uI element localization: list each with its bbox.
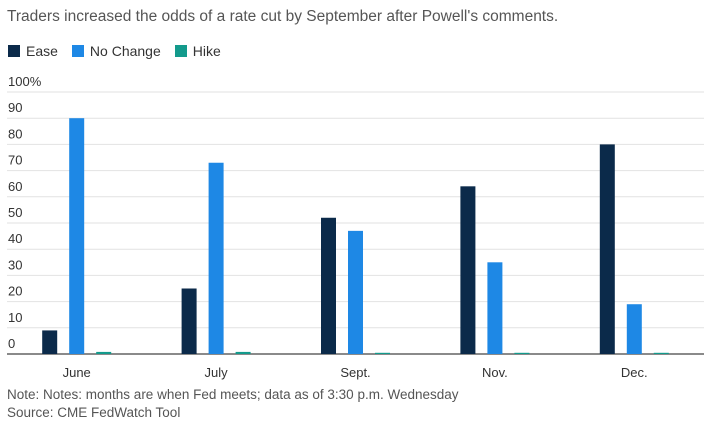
bar-ease [42, 330, 58, 354]
y-tick-label: 40 [8, 231, 22, 246]
x-tick-label: July [205, 365, 229, 380]
y-tick-label: 20 [8, 284, 22, 299]
x-tick-label: Nov. [482, 365, 508, 380]
y-tick-label: 100% [8, 74, 42, 89]
bar-ease [321, 217, 336, 354]
legend-label-ease: Ease [26, 43, 58, 59]
bar-hike [653, 352, 669, 354]
bar-hike [235, 351, 251, 354]
bar-no-change [69, 118, 85, 354]
y-tick-label: 0 [8, 336, 15, 351]
bar-hike [96, 351, 112, 354]
legend-item-no-change: No Change [71, 43, 161, 59]
legend-swatch-no-change [71, 45, 84, 57]
chart-note: Note: Notes: months are when Fed meets; … [7, 387, 459, 402]
chart-source: Source: CME FedWatch Tool [7, 405, 181, 420]
bar-hike [375, 352, 390, 354]
bar-no-change [208, 162, 224, 354]
y-tick-label: 60 [8, 179, 22, 194]
bar-ease [181, 288, 197, 354]
bar-ease [599, 144, 615, 354]
legend-swatch-ease [8, 45, 20, 57]
y-tick-label: 50 [8, 205, 22, 220]
x-tick-label: Sept. [340, 365, 370, 380]
x-tick-label: Dec. [621, 365, 648, 380]
chart-notes: Note: Notes: months are when Fed meets; … [7, 386, 459, 422]
bar-ease [460, 186, 476, 354]
bar-no-change [348, 230, 363, 354]
legend-swatch-hike [174, 45, 187, 57]
legend-label-no-change: No Change [89, 43, 161, 59]
bar-no-change [626, 304, 642, 354]
y-tick-label: 80 [8, 126, 22, 141]
y-tick-label: 90 [8, 100, 22, 115]
y-tick-label: 30 [8, 257, 22, 272]
bar-no-change [487, 262, 503, 354]
legend-item-hike: Hike [174, 43, 221, 59]
chart-title: Traders increased the odds of a rate cut… [7, 8, 559, 25]
chart-legend: Ease No Change Hike [8, 43, 221, 59]
y-tick-label: 70 [8, 153, 22, 168]
legend-label-hike: Hike [192, 43, 221, 59]
legend-item-ease: Ease [8, 43, 58, 59]
x-tick-label: June [63, 365, 91, 380]
y-tick-label: 10 [8, 310, 22, 325]
bar-hike [514, 352, 530, 354]
